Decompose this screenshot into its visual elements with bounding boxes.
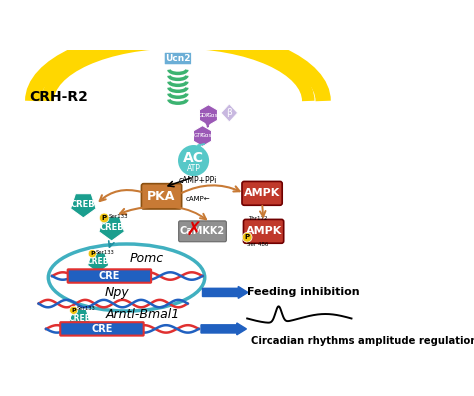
Polygon shape: [221, 104, 237, 122]
Polygon shape: [88, 253, 109, 273]
Text: Ser 486: Ser 486: [247, 242, 268, 247]
Text: P: P: [71, 308, 76, 313]
Text: ATP: ATP: [187, 164, 201, 173]
FancyBboxPatch shape: [141, 184, 182, 209]
Text: Gαs: Gαs: [201, 133, 212, 139]
Text: GDP: GDP: [199, 112, 210, 118]
Text: PKA: PKA: [147, 190, 176, 203]
Circle shape: [177, 144, 210, 177]
Text: cAMP+PPi: cAMP+PPi: [179, 176, 217, 185]
Text: AC: AC: [183, 151, 204, 166]
FancyBboxPatch shape: [60, 322, 144, 335]
Text: cAMP←: cAMP←: [185, 196, 210, 202]
Polygon shape: [193, 126, 211, 147]
Circle shape: [70, 306, 78, 314]
Text: AMPK: AMPK: [246, 227, 282, 236]
Polygon shape: [200, 105, 218, 126]
Text: Npy: Npy: [105, 286, 129, 299]
Text: ✗: ✗: [185, 220, 202, 239]
Text: Circadian rhythms amplitude regulation: Circadian rhythms amplitude regulation: [251, 336, 474, 346]
Text: P: P: [101, 215, 107, 221]
Text: CRE: CRE: [91, 324, 113, 334]
Circle shape: [100, 213, 109, 223]
Text: Gαs: Gαs: [206, 112, 218, 118]
Text: CREB: CREB: [68, 314, 91, 323]
Text: Pomc: Pomc: [129, 252, 164, 265]
Text: Arntl-Bmal1: Arntl-Bmal1: [106, 308, 180, 321]
Circle shape: [242, 232, 252, 242]
FancyBboxPatch shape: [244, 219, 284, 243]
Text: CRH-R2: CRH-R2: [30, 89, 89, 103]
Text: AMPK: AMPK: [244, 188, 280, 198]
Text: CREB: CREB: [100, 223, 124, 232]
Text: CREB: CREB: [71, 200, 96, 209]
FancyArrow shape: [201, 323, 246, 335]
Polygon shape: [99, 217, 124, 241]
Text: GTP: GTP: [194, 133, 204, 139]
Text: CaMKK2: CaMKK2: [180, 227, 225, 236]
Polygon shape: [71, 194, 96, 218]
Text: Ser133: Ser133: [77, 306, 96, 311]
FancyBboxPatch shape: [68, 269, 151, 283]
FancyBboxPatch shape: [179, 221, 227, 242]
Text: Thr172: Thr172: [248, 216, 267, 221]
FancyBboxPatch shape: [242, 181, 282, 205]
Circle shape: [88, 249, 96, 258]
Text: Ser133: Ser133: [109, 214, 128, 219]
Text: P: P: [245, 234, 250, 240]
Text: Ser133: Ser133: [96, 250, 114, 255]
Polygon shape: [69, 309, 90, 329]
Text: Ucn2: Ucn2: [165, 54, 191, 63]
Text: P: P: [90, 251, 95, 256]
Text: CRE: CRE: [99, 271, 120, 281]
Text: Feeding inhibition: Feeding inhibition: [247, 287, 360, 297]
Text: CREB: CREB: [87, 257, 109, 267]
FancyBboxPatch shape: [164, 52, 191, 65]
Text: β: β: [227, 109, 232, 117]
FancyArrow shape: [202, 286, 248, 298]
